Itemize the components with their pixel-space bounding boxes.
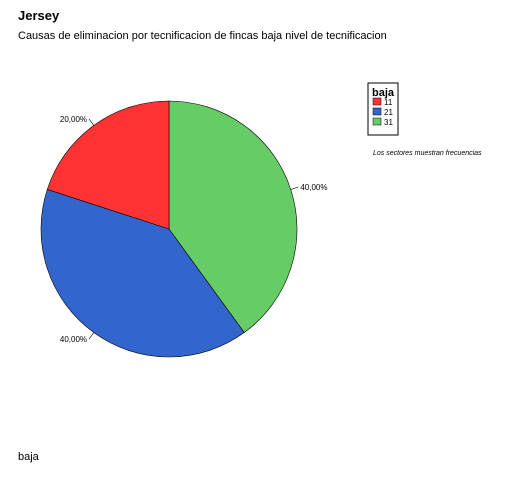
chart-footer: baja [18, 451, 39, 463]
chart-heading: Jersey [18, 8, 60, 23]
pie-slices [40, 100, 298, 358]
legend-swatch-31 [372, 117, 382, 126]
pie-label-21: 40,00% [60, 335, 87, 344]
chart-note: Los sectores muestran frecuencias [373, 150, 482, 157]
legend-label-31: 31 [384, 118, 393, 127]
pie-leader-21 [88, 332, 95, 340]
legend-title: baja [372, 87, 395, 99]
chart-subtitle: Causas de eliminacion por tecnificacion … [18, 30, 387, 42]
pie-leader-31 [290, 186, 299, 190]
pie-leader-11 [88, 118, 95, 126]
pie-label-31: 40,00% [300, 183, 327, 192]
pie-slice-21 [40, 189, 245, 358]
legend-label-11: 11 [384, 98, 393, 107]
pie-slice-31 [168, 100, 298, 333]
legend-swatch-21 [372, 107, 382, 116]
pie-label-11: 20,00% [60, 115, 87, 124]
legend-label-21: 21 [384, 108, 393, 117]
pie-labels: 40,00% 40,00% 20,00% [60, 115, 328, 344]
pie-slice-11 [46, 100, 170, 230]
legend-swatch-11 [372, 97, 382, 106]
